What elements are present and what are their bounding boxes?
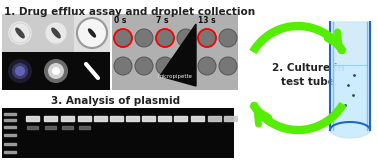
- Bar: [4, 126, 16, 128]
- Circle shape: [156, 57, 174, 75]
- Text: 1. Drug efflux assay and droplet collection: 1. Drug efflux assay and droplet collect…: [4, 7, 255, 17]
- Bar: [94, 116, 107, 121]
- Bar: [4, 143, 16, 145]
- Bar: [74, 52, 110, 90]
- Circle shape: [219, 29, 237, 47]
- Circle shape: [135, 29, 153, 47]
- Bar: [126, 116, 139, 121]
- Bar: [196, 14, 238, 90]
- Circle shape: [8, 59, 32, 83]
- Ellipse shape: [52, 28, 60, 38]
- Circle shape: [177, 57, 195, 75]
- Text: micropipette: micropipette: [157, 74, 192, 79]
- Bar: [79, 126, 90, 129]
- Circle shape: [219, 57, 237, 75]
- Bar: [2, 14, 38, 52]
- Bar: [224, 116, 237, 121]
- Bar: [4, 113, 16, 115]
- Text: 0 s: 0 s: [114, 16, 126, 25]
- Bar: [158, 116, 171, 121]
- Bar: [154, 14, 196, 90]
- Bar: [61, 116, 74, 121]
- Circle shape: [114, 29, 132, 47]
- Circle shape: [12, 63, 28, 79]
- Circle shape: [135, 57, 153, 75]
- Circle shape: [177, 29, 195, 47]
- Bar: [4, 151, 16, 153]
- Circle shape: [156, 29, 174, 47]
- Circle shape: [45, 22, 67, 44]
- Circle shape: [10, 23, 30, 43]
- Circle shape: [114, 57, 132, 75]
- Circle shape: [198, 29, 216, 47]
- Bar: [4, 119, 16, 121]
- Ellipse shape: [16, 28, 24, 38]
- Circle shape: [77, 18, 107, 48]
- Bar: [112, 14, 154, 90]
- Bar: [2, 52, 38, 90]
- Circle shape: [15, 66, 25, 76]
- Bar: [78, 116, 91, 121]
- Circle shape: [52, 67, 60, 75]
- Bar: [110, 116, 123, 121]
- Bar: [44, 116, 57, 121]
- Bar: [62, 126, 73, 129]
- Bar: [74, 14, 110, 52]
- Bar: [142, 116, 155, 121]
- Bar: [2, 108, 234, 158]
- Polygon shape: [160, 24, 196, 86]
- Bar: [174, 116, 187, 121]
- Bar: [4, 134, 16, 136]
- Bar: [191, 116, 204, 121]
- Text: 7 s: 7 s: [156, 16, 169, 25]
- Polygon shape: [330, 22, 370, 138]
- Bar: [208, 116, 221, 121]
- Bar: [45, 126, 56, 129]
- Circle shape: [9, 22, 31, 44]
- Circle shape: [198, 57, 216, 75]
- Bar: [27, 126, 38, 129]
- Bar: [26, 116, 39, 121]
- Text: 13 s: 13 s: [198, 16, 215, 25]
- Text: 2. Culture in
test tube: 2. Culture in test tube: [272, 63, 345, 87]
- Polygon shape: [333, 65, 367, 136]
- Text: 3. Analysis of plasmid: 3. Analysis of plasmid: [51, 96, 181, 106]
- Circle shape: [44, 59, 68, 83]
- Ellipse shape: [88, 29, 95, 37]
- Bar: [38, 14, 74, 52]
- Bar: [38, 52, 74, 90]
- Circle shape: [48, 63, 64, 79]
